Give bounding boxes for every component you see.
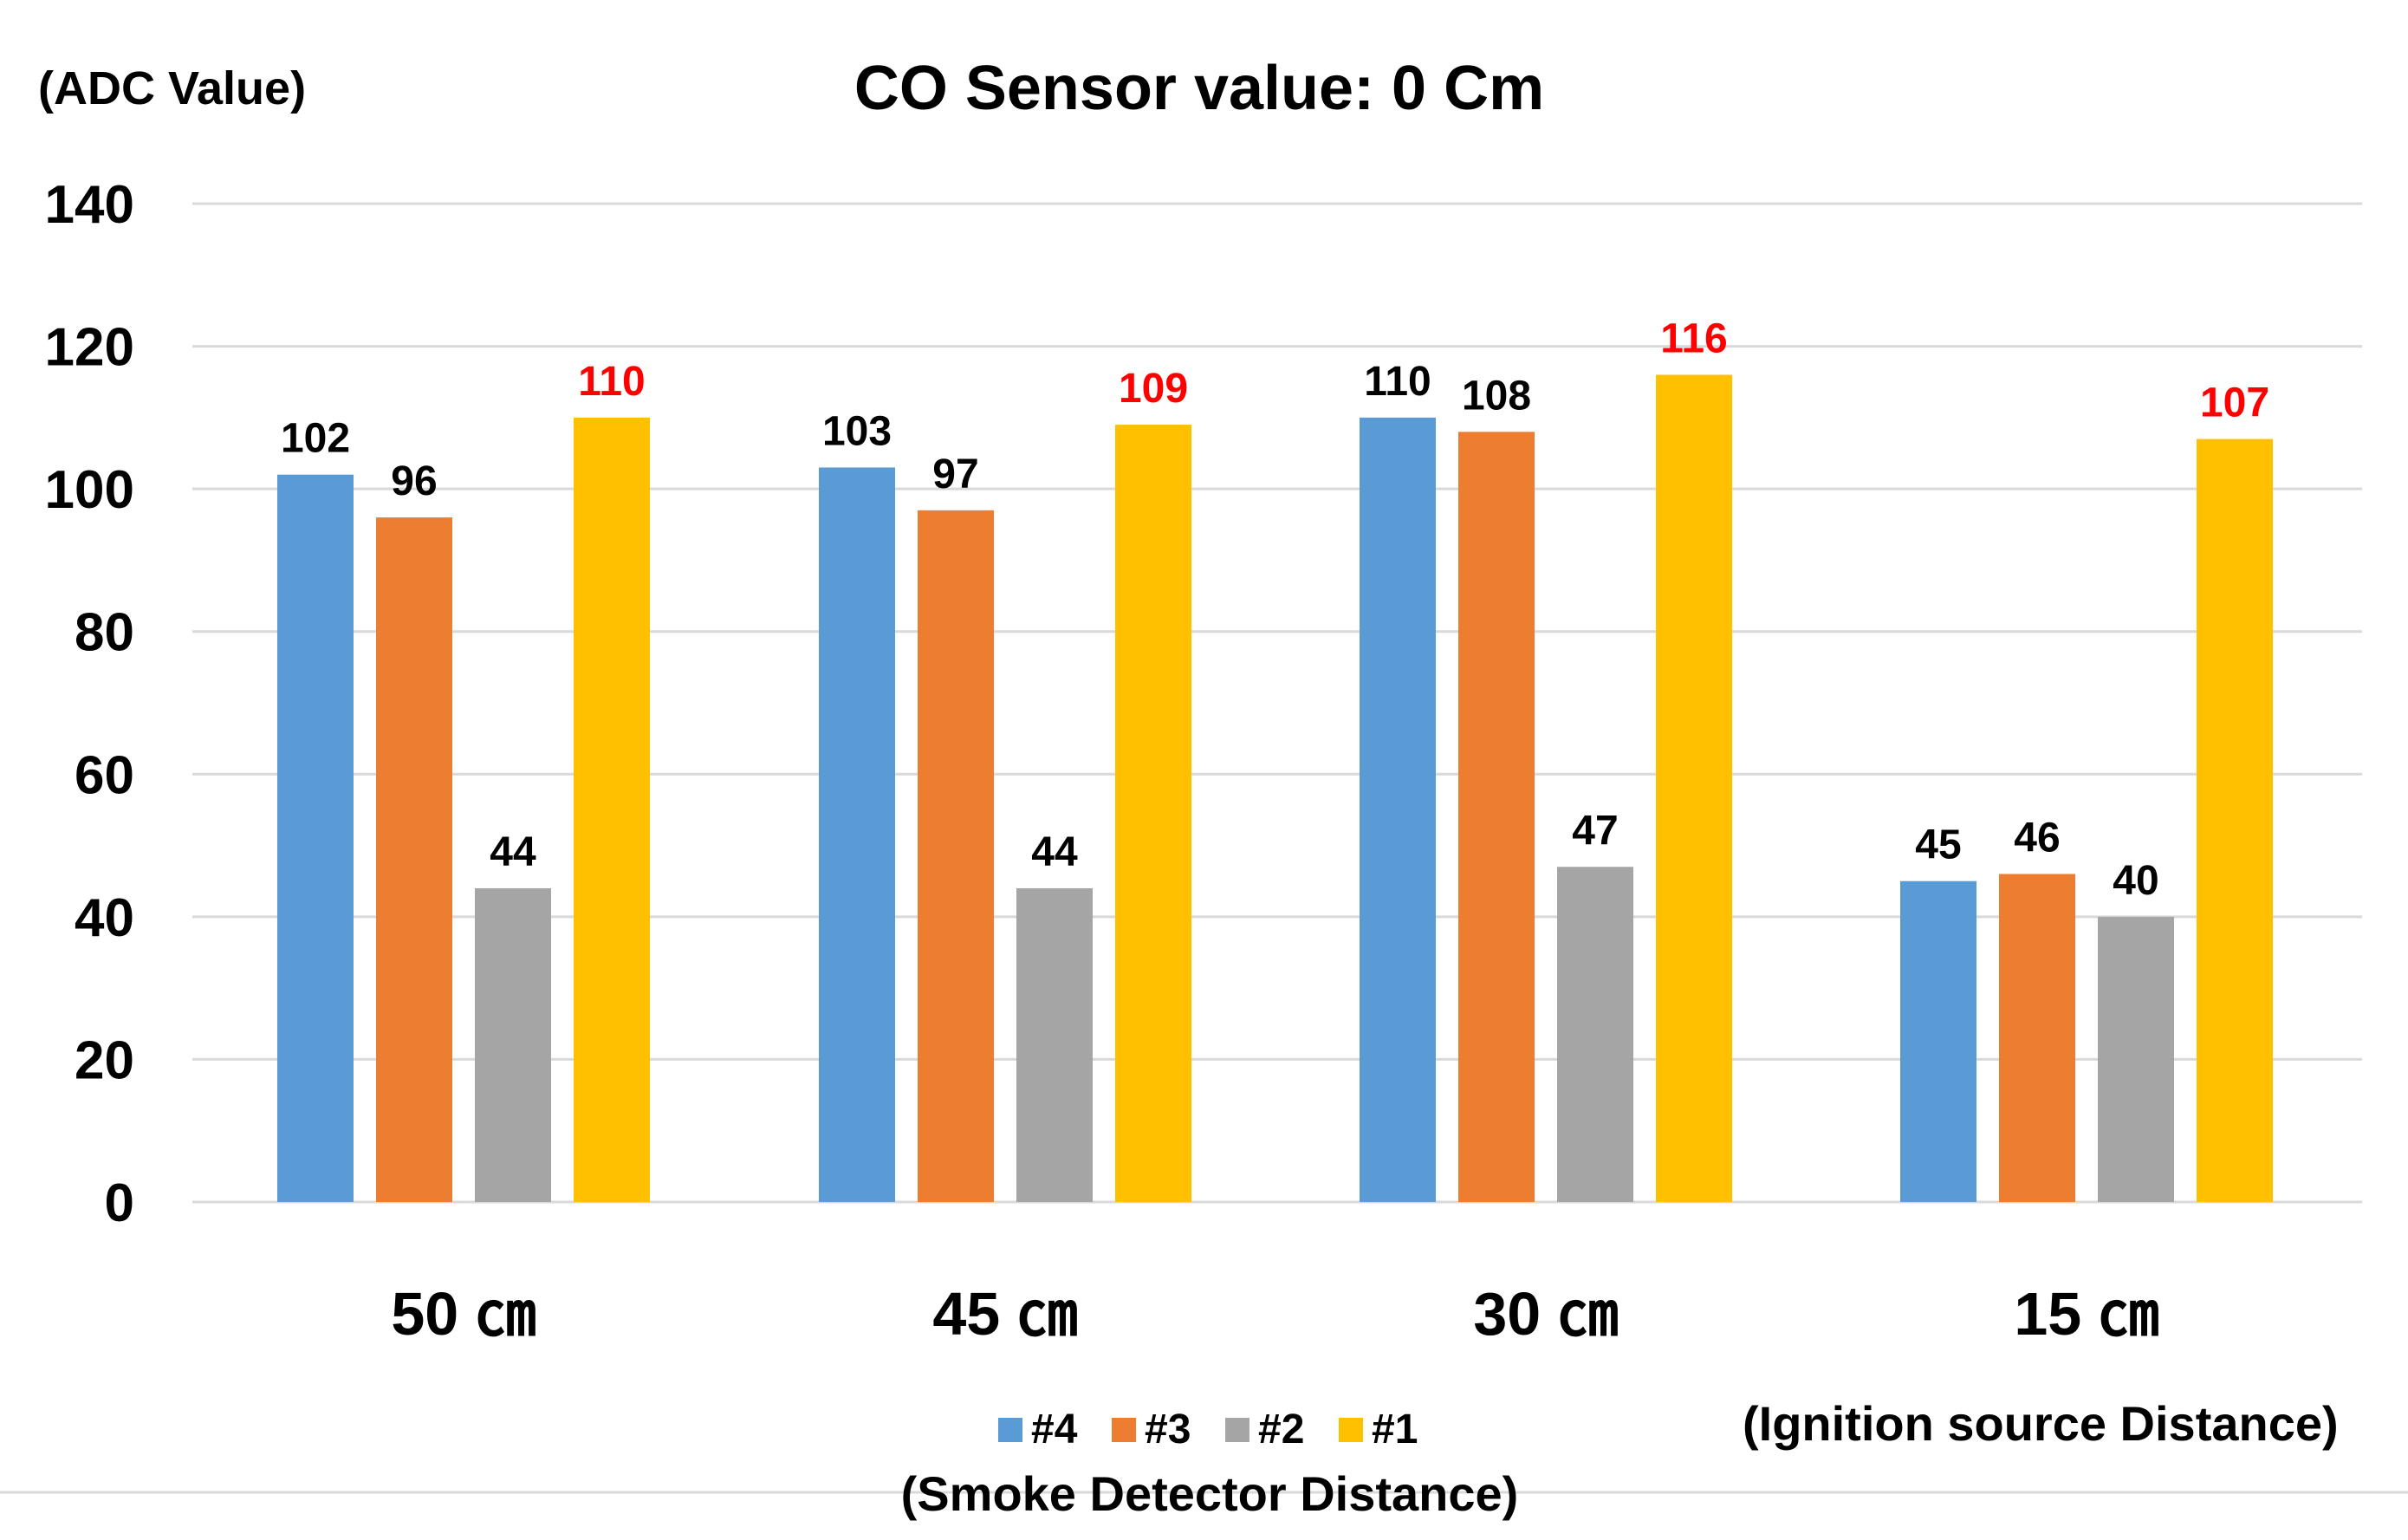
bar-value-labels: 102 96 44 110 103 97 44 109 110 108 47 116 45 46 40 107 (281, 315, 2269, 903)
bar-value-label: 40 (2113, 858, 2158, 904)
bar (1115, 425, 1191, 1203)
bars (277, 374, 2273, 1203)
y-tick-label: 40 (75, 888, 134, 948)
x-tick-label: 30 ㎝ (1473, 1280, 1618, 1348)
x-tick-label: 50 ㎝ (391, 1280, 535, 1348)
bar-value-label: 45 (1915, 822, 1961, 868)
legend-swatch (998, 1418, 1022, 1442)
x-axis-label: (Ignition source Distance) (1743, 1396, 2339, 1451)
legend-entry: #2 (1258, 1407, 1304, 1452)
x-tick-label: 15 ㎝ (2014, 1280, 2158, 1348)
bar (1360, 417, 1436, 1202)
bar (1458, 432, 1535, 1202)
legend-swatch (1339, 1418, 1363, 1442)
legend-swatch (1112, 1418, 1136, 1442)
bar (376, 517, 452, 1202)
gridlines (192, 202, 2362, 1204)
bar (277, 474, 354, 1202)
bar (1557, 867, 1633, 1202)
y-tick-label: 60 (75, 745, 134, 805)
bar (1999, 874, 2075, 1202)
legend-entry: #3 (1145, 1407, 1191, 1452)
bar-value-label: 116 (1660, 315, 1727, 361)
y-axis-label: (ADC Value) (38, 62, 306, 114)
x-tick-label: 45 ㎝ (932, 1280, 1077, 1348)
bar-value-label: 102 (281, 416, 350, 462)
bar (2098, 916, 2174, 1202)
chart-title: CO Sensor value: 0 Cm (854, 54, 1544, 123)
bar (918, 510, 994, 1202)
bar (1656, 374, 1732, 1202)
legend-title: (Smoke Detector Distance) (901, 1466, 1519, 1521)
bar-value-label: 46 (2014, 815, 2060, 861)
bar (2197, 439, 2273, 1202)
bar-value-label: 96 (391, 458, 437, 504)
y-tick-label: 140 (45, 175, 134, 235)
bar-value-label: 110 (1364, 359, 1431, 405)
legend-swatch (1225, 1418, 1249, 1442)
bar-value-label: 44 (1031, 829, 1078, 875)
bar-value-label: 108 (1462, 373, 1531, 419)
bar (819, 467, 895, 1202)
bar (574, 417, 650, 1202)
bar (1900, 880, 1976, 1202)
y-tick-label: 100 (45, 460, 134, 520)
bar-value-label: 109 (1119, 366, 1188, 412)
x-axis-ticks: 50 ㎝ 45 ㎝ 30 ㎝ 15 ㎝ (391, 1280, 2158, 1348)
y-tick-label: 80 (75, 603, 134, 663)
bar (475, 887, 551, 1202)
bar-value-label: 110 (578, 359, 645, 405)
bar-value-label: 103 (822, 408, 892, 454)
bar-value-label: 44 (490, 829, 536, 875)
bar (1016, 887, 1093, 1202)
legend: #4 #3 #2 #1 (998, 1407, 1418, 1452)
y-axis-ticks: 0 20 40 60 80 100 120 140 (45, 175, 134, 1233)
bar-value-label: 107 (2200, 380, 2269, 426)
legend-entry: #1 (1372, 1407, 1418, 1452)
y-tick-label: 0 (105, 1173, 134, 1233)
y-tick-label: 20 (75, 1030, 134, 1090)
y-tick-label: 120 (45, 318, 134, 378)
legend-entry: #4 (1031, 1407, 1078, 1452)
bar-value-label: 47 (1572, 808, 1618, 854)
bar-value-label: 97 (932, 452, 978, 497)
